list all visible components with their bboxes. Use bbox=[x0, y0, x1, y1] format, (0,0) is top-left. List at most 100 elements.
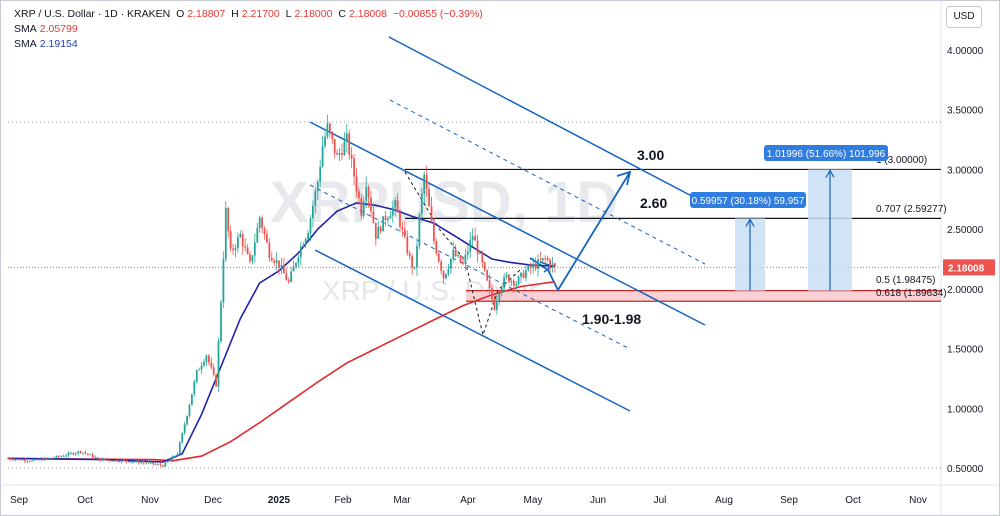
time-tick-label: Oct bbox=[845, 495, 861, 506]
projected-path bbox=[529, 171, 631, 292]
candle-body bbox=[108, 460, 111, 461]
candle-body bbox=[149, 462, 152, 464]
support-zone bbox=[466, 290, 941, 302]
candle-body bbox=[70, 453, 72, 454]
candle-body bbox=[256, 227, 259, 243]
candle-body bbox=[57, 456, 60, 457]
candle-body bbox=[488, 280, 491, 288]
candle-body bbox=[476, 240, 479, 254]
candle-body bbox=[205, 355, 208, 362]
candle-body bbox=[7, 458, 9, 460]
candle-body bbox=[549, 260, 551, 267]
candle-body bbox=[341, 153, 343, 155]
candle-body bbox=[159, 464, 162, 466]
candle-body bbox=[389, 215, 392, 219]
candle-body bbox=[295, 262, 297, 267]
candle-body bbox=[21, 459, 24, 461]
candle-body bbox=[537, 259, 539, 269]
candle-body bbox=[203, 361, 205, 366]
candle-body bbox=[154, 464, 157, 465]
candle-body bbox=[529, 265, 532, 268]
candle-body bbox=[210, 362, 213, 368]
currency-button[interactable]: USD bbox=[946, 6, 982, 28]
candle-body bbox=[79, 451, 82, 453]
candle-body bbox=[237, 237, 239, 248]
candle-body bbox=[234, 247, 237, 251]
candle-body bbox=[362, 201, 365, 216]
candle-body bbox=[140, 462, 142, 464]
last-price-tag-bg bbox=[943, 259, 995, 276]
candle-body bbox=[370, 197, 372, 212]
time-tick-label: Jun bbox=[590, 495, 606, 506]
candle-body bbox=[26, 461, 29, 462]
candle-body bbox=[132, 461, 135, 463]
candle-body bbox=[261, 217, 263, 229]
projection-arrowhead-1 bbox=[745, 218, 755, 227]
candle-body bbox=[94, 457, 96, 458]
candle-body bbox=[135, 461, 138, 462]
last-price-tag: 2.18008 bbox=[948, 263, 985, 274]
candle-body bbox=[229, 231, 232, 249]
candle-body bbox=[401, 227, 404, 230]
sma-slow-line bbox=[7, 280, 556, 462]
candle-body bbox=[372, 211, 375, 223]
target-2-label: 1.01996 (51.66%) 101,996 bbox=[767, 149, 886, 160]
label-zone: 1.90-1.98 bbox=[582, 311, 641, 327]
sma-fast-line bbox=[7, 202, 555, 463]
candle-body bbox=[174, 455, 176, 457]
candle-body bbox=[193, 381, 196, 395]
candle-body bbox=[420, 193, 423, 215]
high-value: 2.21700 bbox=[241, 8, 280, 20]
candle-body bbox=[491, 288, 493, 300]
symbol-title: XRP / U.S. Dollar · 1D · KRAKEN bbox=[14, 8, 171, 20]
candle-body bbox=[195, 370, 198, 382]
time-tick-label: Jul bbox=[654, 495, 667, 506]
label-fib-0707: 0.707 (2.59277) bbox=[876, 204, 947, 215]
candle-body bbox=[338, 153, 341, 155]
candle-body bbox=[137, 461, 140, 464]
time-tick-label: Oct bbox=[77, 495, 93, 506]
candle-body bbox=[217, 341, 220, 387]
candle-body bbox=[365, 187, 368, 202]
candle-body bbox=[353, 158, 355, 177]
candle-body bbox=[241, 234, 244, 247]
candle-body bbox=[510, 280, 513, 282]
price-tick-label: 3.00000 bbox=[947, 165, 984, 176]
sma-slow-legend[interactable]: SMA 2.19154 bbox=[14, 38, 81, 50]
candle-body bbox=[188, 404, 191, 416]
candle-body bbox=[198, 369, 201, 371]
candle-body bbox=[152, 462, 155, 465]
candle-body bbox=[164, 462, 167, 467]
channel-upper bbox=[309, 121, 706, 326]
candle-body bbox=[512, 280, 515, 286]
candle-body bbox=[471, 236, 474, 241]
candle-body bbox=[36, 459, 38, 461]
price-tick-label: 1.50000 bbox=[947, 345, 984, 356]
candle-body bbox=[48, 458, 50, 459]
candle-body bbox=[324, 136, 326, 146]
candle-body bbox=[91, 454, 94, 458]
candle-body bbox=[481, 252, 484, 263]
candle-body bbox=[9, 458, 12, 460]
candle-body bbox=[24, 459, 26, 462]
candle-body bbox=[55, 456, 58, 458]
candle-body bbox=[321, 146, 324, 167]
candle-body bbox=[391, 207, 394, 216]
label-fib-1: 1 (3.00000) bbox=[876, 155, 927, 166]
time-tick-label: Sep bbox=[780, 495, 798, 506]
candle-body bbox=[11, 459, 14, 461]
watermark-ticker: XRPUSD, 1D bbox=[270, 170, 618, 235]
target-1-label-bg bbox=[690, 192, 806, 208]
candle-body bbox=[72, 453, 75, 455]
channel-mid-upper bbox=[389, 99, 706, 265]
candle-body bbox=[89, 454, 92, 456]
candle-body bbox=[200, 365, 203, 370]
candle-body bbox=[263, 228, 266, 235]
candle-body bbox=[38, 459, 41, 460]
candle-body bbox=[493, 299, 496, 310]
sma-fast-legend[interactable]: SMA 2.05799 bbox=[14, 23, 81, 35]
candle-body bbox=[249, 254, 251, 262]
candle-body bbox=[84, 452, 87, 454]
candle-body bbox=[215, 374, 217, 387]
